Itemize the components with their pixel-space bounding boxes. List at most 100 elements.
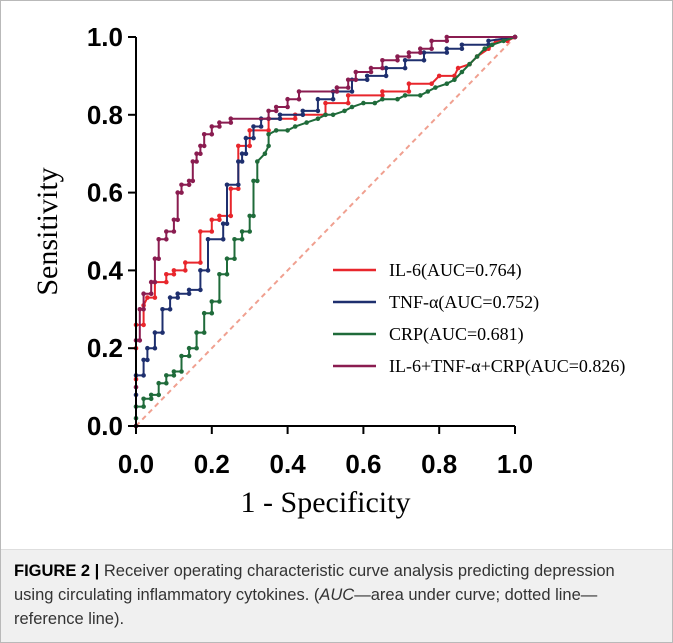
- series-point: [277, 112, 283, 118]
- series-point: [228, 120, 234, 125]
- y-tick-label: 0.8: [87, 100, 123, 130]
- series-point: [395, 58, 400, 63]
- series-point: [380, 58, 385, 63]
- series-point: [251, 135, 256, 141]
- legend-label: IL-6(AUC=0.764): [389, 260, 522, 281]
- series-point: [501, 38, 506, 44]
- series-point: [444, 46, 450, 51]
- series-point: [201, 132, 207, 137]
- series-point: [179, 369, 184, 374]
- series-point: [205, 268, 211, 273]
- series-point: [406, 89, 412, 94]
- series-point: [266, 128, 271, 133]
- series-point: [152, 279, 158, 285]
- legend-item-2: TNF-α(AUC=0.752): [333, 292, 539, 313]
- series-point: [236, 143, 241, 149]
- series-point: [512, 34, 518, 40]
- series-point: [380, 96, 385, 102]
- series-point: [247, 213, 252, 219]
- series-point: [383, 65, 389, 71]
- series-point: [190, 178, 196, 184]
- series-point: [186, 291, 192, 297]
- series-point: [474, 54, 480, 59]
- series-point: [228, 186, 234, 191]
- series-point: [273, 104, 279, 110]
- series-point: [145, 345, 150, 351]
- x-tick-label: 0.8: [421, 449, 457, 479]
- series-point: [273, 108, 279, 114]
- series-point: [217, 217, 222, 223]
- series-point: [452, 77, 457, 83]
- series-point: [243, 151, 249, 156]
- series-point: [141, 396, 146, 402]
- series-point: [273, 128, 279, 133]
- series-point: [164, 373, 169, 378]
- series-point: [141, 357, 146, 363]
- series-point: [224, 272, 230, 277]
- series-point: [217, 272, 222, 277]
- series-point: [224, 221, 230, 226]
- series-point: [251, 178, 256, 184]
- series-point: [353, 69, 359, 75]
- series-point: [152, 330, 158, 335]
- y-tick-label: 0.0: [87, 411, 123, 441]
- series-point: [459, 42, 465, 48]
- caption-text: Receiver operating characteristic curve …: [14, 562, 615, 604]
- series-point: [183, 260, 188, 265]
- series-point: [266, 143, 271, 149]
- series-point: [334, 89, 340, 94]
- series-point: [345, 77, 351, 83]
- legend-label: TNF-α(AUC=0.752): [389, 292, 539, 313]
- series-point: [194, 151, 199, 156]
- series-point: [292, 124, 298, 129]
- series-point: [315, 108, 321, 114]
- series-point: [251, 124, 256, 129]
- series-point: [232, 256, 237, 261]
- roc-chart: 0.0 0.2 0.4 0.6 0.8 1.0 0.0 0.2 0.4 0.6 0.8 1.0 1 - …: [31, 22, 625, 519]
- caption-abbr: AUC: [319, 586, 355, 604]
- series-point: [323, 100, 328, 106]
- series-point: [190, 159, 196, 164]
- series-point: [459, 69, 465, 75]
- series-point: [254, 159, 260, 164]
- series-point: [156, 237, 161, 242]
- series-point: [186, 353, 192, 359]
- series-point: [198, 143, 203, 149]
- series-point: [372, 100, 378, 106]
- series-point: [145, 357, 150, 363]
- series-point: [209, 217, 215, 223]
- series-point: [421, 58, 427, 63]
- series-point: [164, 229, 169, 234]
- series-point: [296, 89, 302, 94]
- series-point: [156, 256, 161, 261]
- series-point: [277, 116, 283, 121]
- series-point: [141, 373, 146, 378]
- series-point: [152, 256, 158, 261]
- series-point: [141, 291, 146, 297]
- series-point: [175, 217, 180, 223]
- series-point: [152, 295, 158, 300]
- series-point: [296, 96, 302, 102]
- series-point: [364, 73, 370, 79]
- series-point: [266, 108, 271, 114]
- series-point: [486, 38, 491, 44]
- series-3: [133, 34, 518, 429]
- series-point: [368, 69, 374, 75]
- series-point: [137, 338, 143, 343]
- series-point: [345, 85, 351, 90]
- series-point: [186, 287, 192, 293]
- series-point: [433, 85, 438, 90]
- series-point: [198, 268, 203, 273]
- series-point: [239, 151, 245, 156]
- series-point: [349, 104, 355, 110]
- series-point: [198, 151, 203, 156]
- series-point: [164, 272, 169, 277]
- series-point: [406, 81, 412, 86]
- series-point: [330, 112, 336, 118]
- series-point: [418, 93, 423, 98]
- series-point: [444, 34, 450, 40]
- series-point: [160, 330, 165, 335]
- series-point: [201, 143, 207, 149]
- series-point: [201, 330, 207, 335]
- series-point: [444, 50, 450, 55]
